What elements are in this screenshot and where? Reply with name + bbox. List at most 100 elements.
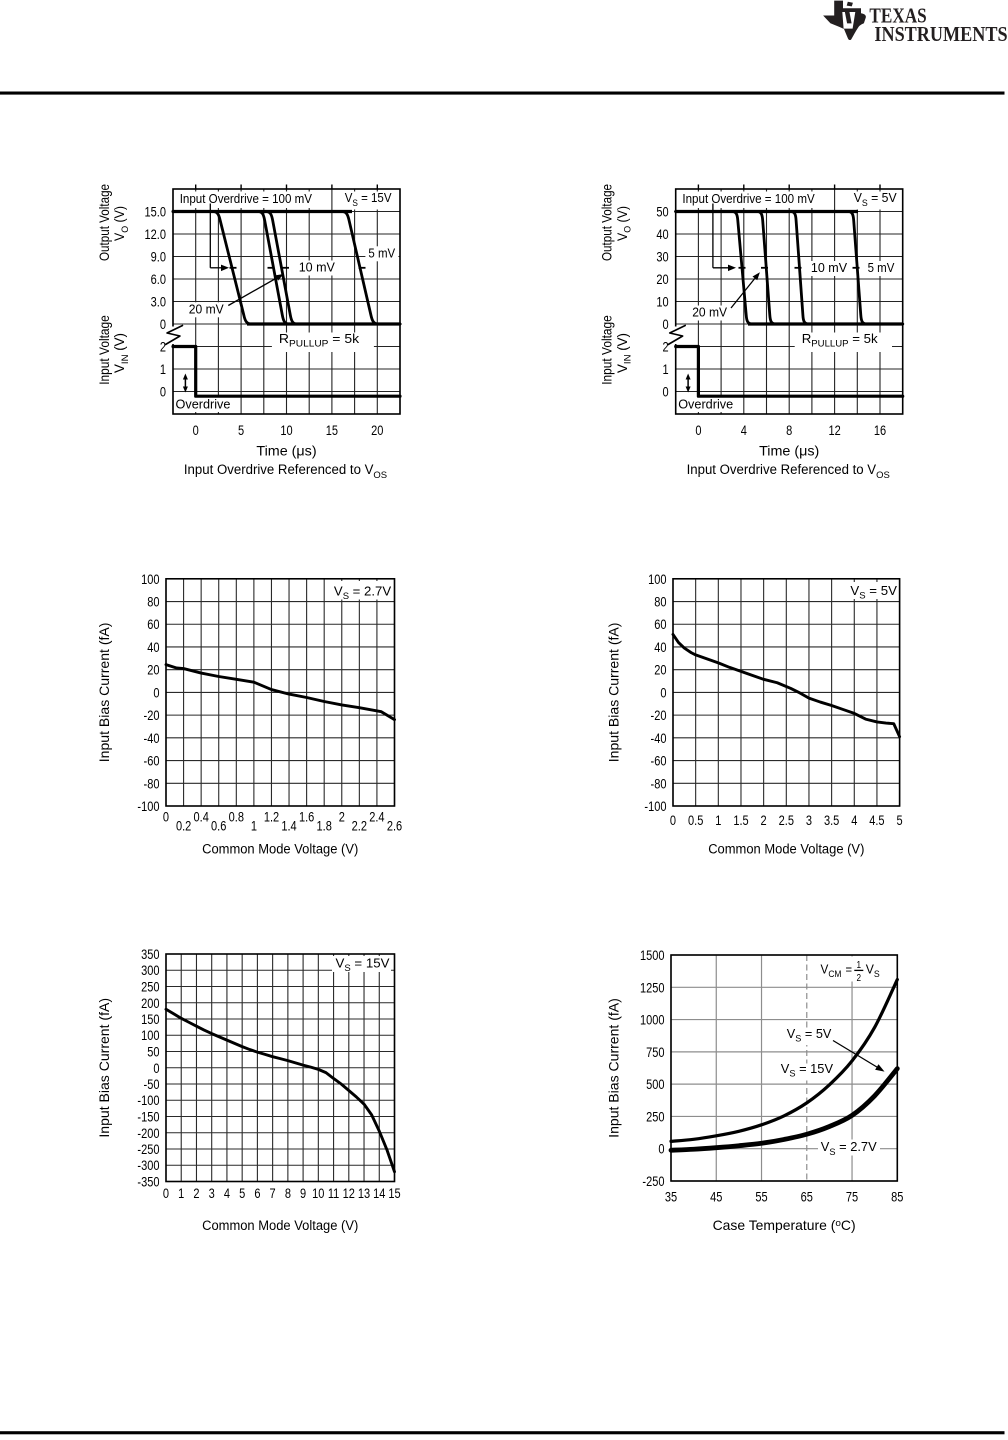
svg-text:VIN (V): VIN (V) [112, 333, 131, 373]
svg-text:15: 15 [326, 423, 338, 438]
svg-text:3.5: 3.5 [824, 813, 839, 828]
svg-text:10: 10 [280, 423, 292, 438]
svg-text:VO (V): VO (V) [112, 206, 130, 241]
svg-text:2.2: 2.2 [352, 818, 367, 833]
svg-text:75: 75 [846, 1189, 858, 1204]
svg-text:-20: -20 [651, 708, 667, 723]
svg-text:9.0: 9.0 [151, 249, 166, 264]
svg-text:20: 20 [371, 423, 383, 438]
svg-text:30: 30 [656, 249, 668, 264]
svg-text:-80: -80 [144, 776, 160, 791]
svg-text:60: 60 [654, 617, 666, 632]
svg-text:80: 80 [654, 594, 666, 609]
svg-text:1.8: 1.8 [317, 818, 332, 833]
svg-text:20: 20 [147, 663, 159, 678]
svg-text:0: 0 [153, 1061, 159, 1076]
svg-text:=: = [846, 962, 853, 977]
svg-text:VO (V): VO (V) [614, 206, 632, 241]
svg-text:0.2: 0.2 [176, 818, 191, 833]
svg-text:35: 35 [665, 1189, 677, 1204]
svg-text:65: 65 [801, 1189, 813, 1204]
svg-text:-60: -60 [144, 753, 160, 768]
svg-text:4: 4 [224, 1186, 230, 1201]
svg-text:7: 7 [270, 1186, 276, 1201]
svg-text:2.6: 2.6 [387, 818, 402, 833]
svg-text:100: 100 [648, 572, 666, 587]
svg-text:60: 60 [147, 617, 159, 632]
svg-text:0: 0 [663, 384, 669, 399]
svg-text:12: 12 [343, 1186, 355, 1201]
svg-text:Input Overdrive = 100 mV: Input Overdrive = 100 mV [682, 191, 815, 206]
svg-text:1500: 1500 [640, 948, 665, 963]
svg-text:50: 50 [147, 1044, 159, 1059]
svg-text:50: 50 [656, 204, 668, 219]
svg-text:0: 0 [160, 384, 166, 399]
svg-text:250: 250 [646, 1109, 664, 1124]
svg-text:VS = 2.7V: VS = 2.7V [821, 1139, 877, 1157]
svg-text:0: 0 [153, 685, 159, 700]
svg-text:3: 3 [209, 1186, 215, 1201]
svg-text:VS = 5V: VS = 5V [854, 190, 897, 208]
svg-text:Output Voltage: Output Voltage [97, 184, 112, 261]
svg-text:Common Mode Voltage (V): Common Mode Voltage (V) [202, 1218, 358, 1233]
svg-text:55: 55 [755, 1189, 767, 1204]
svg-text:10: 10 [312, 1186, 324, 1201]
svg-text:1.4: 1.4 [281, 818, 296, 833]
svg-text:2: 2 [857, 971, 862, 983]
svg-text:8: 8 [285, 1186, 291, 1201]
svg-text:40: 40 [654, 640, 666, 655]
svg-text:150: 150 [141, 1012, 159, 1027]
svg-text:Input Overdrive Referenced to: Input Overdrive Referenced to VOS [184, 462, 387, 481]
svg-text:VIN (V): VIN (V) [615, 333, 634, 373]
svg-text:-40: -40 [144, 731, 160, 746]
svg-text:Input Overdrive = 100 mV: Input Overdrive = 100 mV [180, 191, 313, 206]
svg-text:1: 1 [663, 362, 669, 377]
svg-text:10 mV: 10 mV [811, 260, 848, 275]
svg-text:0.4: 0.4 [194, 809, 209, 824]
svg-text:VS = 2.7V: VS = 2.7V [334, 584, 391, 603]
svg-text:1.5: 1.5 [733, 813, 748, 828]
svg-text:1.2: 1.2 [264, 809, 279, 824]
svg-text:INSTRUMENTS: INSTRUMENTS [874, 22, 1007, 46]
svg-text:750: 750 [646, 1045, 664, 1060]
svg-text:0: 0 [193, 423, 199, 438]
svg-text:300: 300 [141, 963, 159, 978]
svg-text:0: 0 [663, 317, 669, 332]
svg-text:8: 8 [786, 423, 792, 438]
svg-text:-150: -150 [137, 1109, 159, 1124]
svg-text:10 mV: 10 mV [299, 259, 336, 274]
svg-text:-100: -100 [137, 1093, 159, 1108]
svg-text:13: 13 [358, 1186, 370, 1201]
svg-text:1: 1 [160, 362, 166, 377]
svg-text:15: 15 [388, 1186, 400, 1201]
svg-text:2: 2 [193, 1186, 199, 1201]
svg-text:-100: -100 [644, 799, 666, 814]
svg-text:-200: -200 [137, 1126, 159, 1141]
svg-text:-20: -20 [144, 708, 160, 723]
svg-text:11: 11 [328, 1186, 339, 1201]
svg-text:2.4: 2.4 [369, 809, 384, 824]
svg-text:Overdrive: Overdrive [176, 396, 231, 411]
svg-text:4: 4 [851, 813, 857, 828]
svg-text:0: 0 [695, 423, 701, 438]
svg-text:0.6: 0.6 [211, 818, 226, 833]
svg-text:Common Mode Voltage (V): Common Mode Voltage (V) [202, 842, 358, 857]
svg-text:0: 0 [163, 1186, 169, 1201]
svg-text:-350: -350 [137, 1174, 159, 1189]
svg-text:20: 20 [654, 663, 666, 678]
svg-text:20 mV: 20 mV [692, 305, 727, 320]
svg-text:-250: -250 [137, 1142, 159, 1157]
svg-text:0.5: 0.5 [688, 813, 703, 828]
svg-text:100: 100 [141, 1028, 159, 1043]
svg-text:VS = 15V: VS = 15V [781, 1061, 834, 1079]
svg-text:2.5: 2.5 [779, 813, 794, 828]
svg-text:250: 250 [141, 979, 159, 994]
svg-text:3: 3 [806, 813, 812, 828]
svg-text:Input Bias Current (fA): Input Bias Current (fA) [97, 998, 112, 1138]
svg-text:-50: -50 [144, 1077, 160, 1092]
svg-text:14: 14 [373, 1186, 385, 1201]
svg-text:0: 0 [163, 809, 169, 824]
svg-text:VS = 15V: VS = 15V [345, 190, 392, 207]
svg-text:0: 0 [670, 813, 676, 828]
svg-text:4: 4 [741, 423, 747, 438]
